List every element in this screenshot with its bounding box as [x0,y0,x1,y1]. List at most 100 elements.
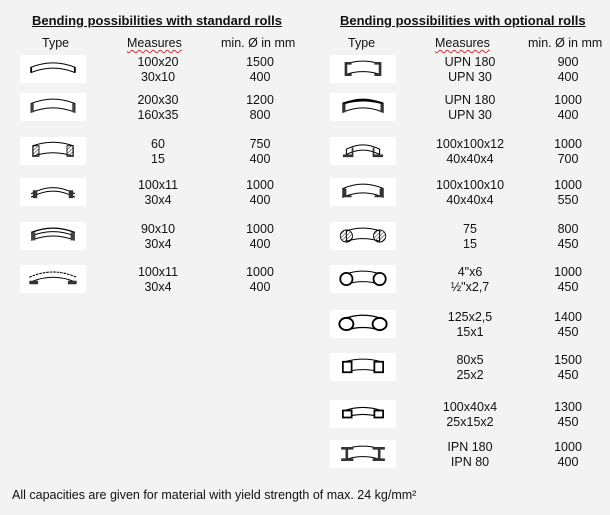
measures-cell: 200x30 160x35 [108,93,208,123]
measure-small: UPN 30 [448,70,492,84]
table-row: 100x11 30x4 1000 400 [14,178,300,212]
measures-cell: 60 15 [108,137,208,167]
measure-large: 80x5 [456,353,484,367]
measure-small: IPN 80 [450,455,490,469]
measure-large: 4"x6 [457,265,483,279]
capacity-footnote: All capacities are given for material wi… [12,488,417,502]
measure-small: 40x40x4 [446,193,494,207]
min-diameter-cell: 1300 450 [538,400,598,430]
right-type-header: Type [348,36,376,50]
measure-large: 100x11 [137,265,179,279]
diameter-small: 400 [557,70,579,84]
min-diameter-cell: 1400 450 [538,310,598,340]
min-diameter-cell: 1000 550 [538,178,598,208]
diameter-small: 700 [557,152,579,166]
diameter-small: 400 [249,193,271,207]
measures-cell: 90x10 30x4 [108,222,208,252]
diameter-small: 450 [557,237,579,251]
diameter-small: 400 [249,237,271,251]
right-min-diameter-header: min. Ø in mm [528,36,603,50]
measure-small: 30x10 [140,70,176,84]
measures-cell: UPN 180 UPN 30 [420,55,520,85]
t-bar-inverted-icon [20,265,86,293]
table-row: UPN 180 UPN 30 1000 400 [330,93,608,127]
diameter-small: 400 [557,108,579,122]
measure-large: 100x11 [137,178,179,192]
measure-large: 100x100x10 [435,178,505,192]
diameter-small: 400 [249,280,271,294]
table-row: 100x100x12 40x40x4 1000 700 [330,137,608,171]
min-diameter-cell: 800 450 [538,222,598,252]
upn-channel-flange-icon [330,93,396,121]
table-row: 100x100x10 40x40x4 1000 550 [330,178,608,212]
min-diameter-cell: 1000 400 [230,178,290,208]
diameter-large: 1000 [554,265,582,279]
diameter-small: 400 [557,455,579,469]
measure-small: 40x40x4 [446,152,494,166]
t-bar-icon [20,178,86,206]
diameter-small: 450 [557,368,579,382]
flat-bar-easyway-icon [20,55,86,83]
table-row: 125x2,5 15x1 1400 450 [330,310,608,344]
measure-large: 60 [151,137,165,151]
table-row: 75 15 800 450 [330,222,608,256]
diameter-large: 1000 [246,178,274,192]
measures-cell: 100x40x4 25x15x2 [420,400,520,430]
ipn-beam-icon [330,440,396,468]
left-min-diameter-header: min. Ø in mm [221,36,296,50]
diameter-large: 1200 [246,93,274,107]
min-diameter-cell: 1200 800 [230,93,290,123]
measure-small: 15 [151,152,165,166]
measure-small: ½"x2,7 [450,280,490,294]
angle-out-icon [330,178,396,206]
table-row: 60 15 750 400 [14,137,300,171]
measures-cell: UPN 180 UPN 30 [420,93,520,123]
min-diameter-cell: 1000 450 [538,265,598,295]
measure-small: UPN 30 [448,108,492,122]
measure-large: 75 [463,222,477,236]
diameter-large: 800 [557,222,579,236]
measure-small: 30x4 [144,280,172,294]
round-tube-icon [330,265,396,293]
round-bar-icon [330,222,396,250]
diameter-small: 450 [557,415,579,429]
measure-small: 30x4 [144,237,172,251]
measure-large: 200x30 [137,93,179,107]
measure-large: 100x100x12 [435,137,505,151]
min-diameter-cell: 1000 700 [538,137,598,167]
square-bar-icon [20,137,86,165]
min-diameter-cell: 1000 400 [538,440,598,470]
diameter-small: 800 [249,108,271,122]
measure-large: IPN 180 [447,440,493,454]
measure-small: 25x2 [456,368,484,382]
standard-rolls-title: Bending possibilities with standard roll… [32,13,282,28]
angle-in-icon [330,137,396,165]
table-row: 100x40x4 25x15x2 1300 450 [330,400,608,434]
min-diameter-cell: 1500 450 [538,353,598,383]
measure-small: 15x1 [456,325,484,339]
min-diameter-cell: 1000 400 [230,265,290,295]
measure-small: 15 [463,237,477,251]
table-row: 90x10 30x4 1000 400 [14,222,300,256]
measures-cell: 100x100x10 40x40x4 [420,178,520,208]
upn-channel-icon [330,55,396,83]
oval-tube-icon [330,310,396,338]
left-measures-header: Measures [127,36,182,50]
measures-cell: 75 15 [420,222,520,252]
measures-cell: 100x20 30x10 [108,55,208,85]
measure-large: UPN 180 [444,93,496,107]
diameter-large: 750 [249,137,271,151]
diameter-large: 1500 [554,353,582,367]
table-row: IPN 180 IPN 80 1000 400 [330,440,608,474]
measures-cell: 100x100x12 40x40x4 [420,137,520,167]
measure-large: 90x10 [140,222,176,236]
min-diameter-cell: 1000 400 [538,93,598,123]
measure-large: UPN 180 [444,55,496,69]
measures-cell: 100x11 30x4 [108,265,208,295]
optional-rolls-title: Bending possibilities with optional roll… [340,13,586,28]
diameter-large: 1300 [554,400,582,414]
square-tube-icon [330,353,396,381]
diameter-large: 1000 [554,178,582,192]
measures-cell: 80x5 25x2 [420,353,520,383]
table-row: 200x30 160x35 1200 800 [14,93,300,127]
